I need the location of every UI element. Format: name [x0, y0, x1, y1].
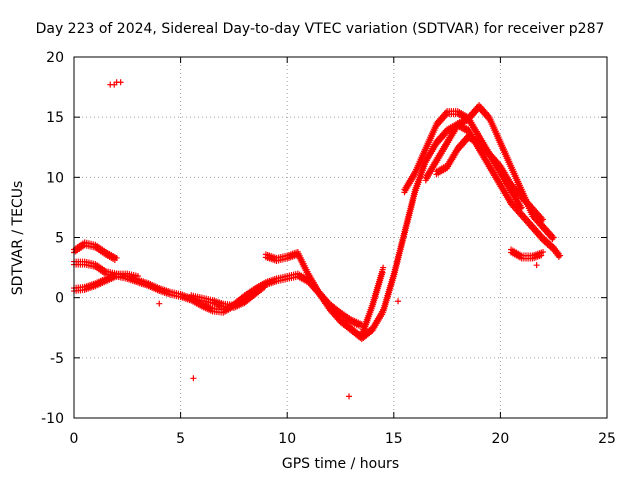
- x-tick-label: 15: [385, 431, 403, 447]
- x-tick-label: 0: [70, 431, 79, 447]
- data-point: [555, 253, 562, 260]
- x-tick-label: 20: [491, 431, 509, 447]
- data-point: [550, 234, 557, 241]
- y-tick-label: -10: [41, 411, 64, 427]
- data-point: [540, 248, 547, 255]
- data-point: [190, 375, 197, 382]
- y-tick-label: 15: [46, 110, 64, 126]
- data-points: [71, 79, 564, 400]
- x-tick-label: 5: [176, 431, 185, 447]
- data-point: [113, 254, 120, 261]
- data-point: [117, 79, 124, 86]
- data-point: [540, 216, 547, 223]
- y-tick-label: -5: [50, 351, 64, 367]
- y-tick-label: 0: [55, 291, 64, 307]
- data-point: [156, 300, 163, 307]
- data-point: [518, 204, 525, 211]
- y-axis-label: SDTVAR / TECUs: [10, 180, 26, 296]
- data-point: [346, 393, 353, 400]
- data-point: [379, 269, 386, 276]
- y-tick-label: 10: [46, 170, 64, 186]
- x-tick-label: 25: [598, 431, 616, 447]
- data-point: [380, 306, 387, 313]
- data-point: [538, 252, 545, 259]
- data-point: [380, 264, 387, 271]
- data-point: [533, 262, 540, 269]
- x-tick-label: 10: [278, 431, 296, 447]
- data-point: [262, 280, 269, 287]
- data-point: [557, 252, 564, 259]
- chart-title: Day 223 of 2024, Sidereal Day-to-day VTE…: [35, 21, 605, 37]
- plot-border: [73, 56, 608, 419]
- data-point: [517, 205, 524, 212]
- data-point: [395, 298, 402, 305]
- y-tick-label: 5: [55, 231, 64, 247]
- y-tick-label: 20: [46, 50, 64, 66]
- x-axis-label: GPS time / hours: [281, 456, 400, 472]
- data-point: [134, 273, 141, 280]
- data-point: [261, 284, 268, 291]
